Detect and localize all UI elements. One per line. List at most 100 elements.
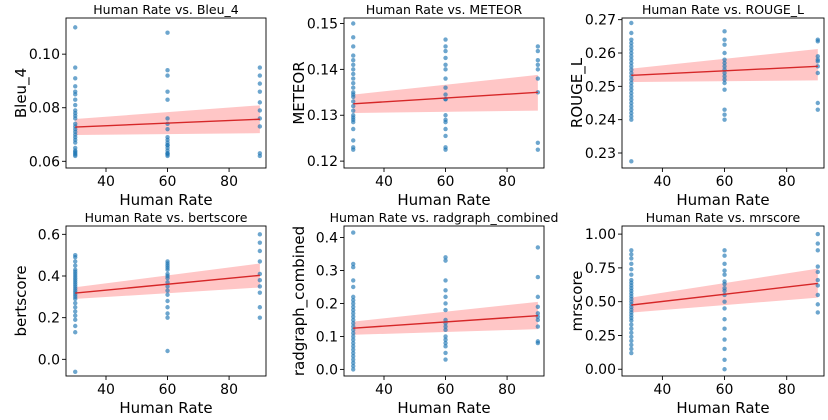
data-point (165, 288, 170, 293)
data-point (722, 60, 727, 66)
data-point (165, 348, 170, 354)
y-tick-label: 0.1 (316, 329, 338, 345)
data-point (73, 259, 78, 264)
y-tick-label: 0.0 (38, 352, 60, 368)
data-point (257, 81, 263, 86)
data-point (443, 301, 448, 306)
data-point (722, 80, 727, 86)
data-point (535, 48, 541, 54)
data-point (815, 37, 820, 42)
x-axis-label: Human Rate (397, 399, 490, 416)
data-point (351, 363, 356, 369)
data-point (443, 258, 448, 263)
data-point (257, 65, 263, 70)
axes-frame (65, 225, 267, 377)
data-point (535, 339, 541, 344)
y-tick-label: 0.50 (585, 295, 616, 311)
data-point (257, 305, 263, 310)
axes-frame (621, 17, 825, 169)
scatter-panel-1: 40 60 80 0.06 0.08 0.10 Human Rate vs. Bleu_4 H… (12, 2, 267, 209)
data-point (351, 76, 356, 81)
data-point (443, 324, 448, 329)
data-point (351, 21, 356, 26)
data-point (815, 100, 820, 106)
data-point (351, 138, 356, 143)
data-point (165, 271, 170, 277)
data-point (351, 284, 356, 290)
data-point (351, 337, 356, 342)
data-point (443, 327, 448, 333)
data-point (257, 89, 263, 94)
x-tick-label: 80 (498, 174, 516, 190)
data-point (629, 40, 634, 46)
data-point (443, 344, 448, 349)
data-point (815, 283, 820, 288)
data-point (629, 107, 634, 112)
data-point (351, 108, 356, 113)
data-point (73, 89, 78, 94)
data-point (351, 230, 356, 235)
data-point (722, 367, 727, 372)
data-point (815, 269, 820, 275)
data-point (629, 110, 634, 116)
data-point (722, 57, 727, 62)
data-point (535, 317, 541, 323)
data-point (629, 114, 634, 119)
data-point (722, 70, 727, 76)
data-point (165, 311, 170, 316)
data-point (443, 278, 448, 283)
data-point (351, 62, 356, 67)
data-point (165, 143, 170, 148)
data-point (443, 48, 448, 54)
x-tick-label: 60 (159, 174, 177, 190)
data-point (165, 315, 170, 320)
y-tick-label: 0.6 (38, 227, 60, 243)
data-point (815, 231, 820, 237)
data-point (722, 42, 727, 47)
data-point (443, 294, 448, 300)
data-point (535, 245, 541, 250)
data-point (629, 77, 634, 82)
data-point (165, 116, 170, 121)
x-tick-label: 60 (437, 174, 455, 190)
y-tick-label: 0.2 (316, 296, 338, 312)
data-point (351, 307, 356, 313)
data-point (722, 117, 727, 122)
data-point (73, 300, 78, 306)
panel-title: Human Rate vs. Bleu_4 (93, 2, 238, 17)
data-point (722, 77, 727, 82)
data-point (443, 357, 448, 362)
data-point (443, 307, 448, 313)
data-point (629, 272, 634, 277)
data-point (535, 311, 541, 316)
regression-line (75, 274, 260, 294)
scatter-panel-3: 40 60 80 0.23 0.24 0.25 0.26 0.27 Human Rate vs.… (568, 2, 825, 209)
data-point (351, 340, 356, 346)
data-point (629, 104, 634, 109)
y-tick-label: 0.24 (585, 113, 616, 129)
data-point (443, 334, 448, 339)
data-point (815, 241, 820, 246)
data-point (73, 263, 78, 268)
data-point (629, 44, 634, 49)
regression-line (353, 91, 538, 105)
x-tick-label: 60 (716, 382, 734, 398)
data-point (351, 311, 356, 316)
data-point (165, 97, 170, 102)
panel-title: Human Rate vs. radgraph_combined (330, 210, 559, 225)
data-point (351, 294, 356, 300)
x-tick-label: 40 (375, 382, 393, 398)
plot-area (351, 230, 541, 372)
x-axis-label: Human Rate (676, 191, 769, 209)
y-tick-label: 0.00 (585, 362, 616, 378)
data-point (257, 151, 263, 156)
data-point (443, 117, 448, 123)
y-tick-label: 0.25 (585, 328, 616, 344)
data-point (351, 354, 356, 359)
data-point (722, 87, 727, 92)
x-tick-label: 80 (498, 382, 516, 398)
data-point (629, 159, 634, 164)
y-tick-label: 0.75 (585, 261, 616, 277)
regression-line (631, 65, 818, 77)
